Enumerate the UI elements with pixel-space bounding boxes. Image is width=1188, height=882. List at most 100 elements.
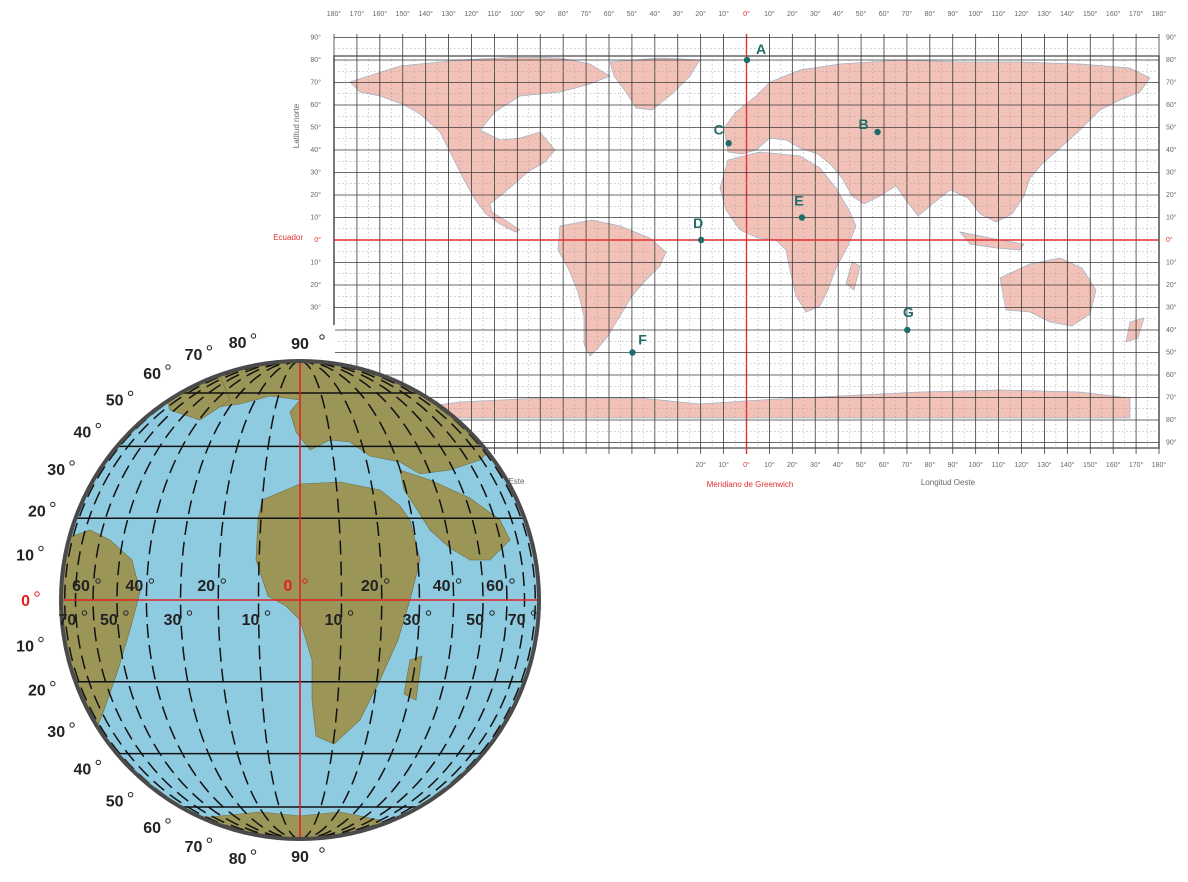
degree-symbol-icon: [220, 578, 226, 584]
left-latitude-tick: 90°: [310, 34, 321, 42]
globe-rim: [59, 359, 541, 841]
world-map: 180° 170° 160° 150° 140° 130° 120° 110° 100° 90° 8…: [273, 10, 1177, 489]
globe-longitude-label-upper: 20: [361, 578, 379, 595]
degree-symbol-icon: [206, 837, 213, 843]
left-latitude-tick: 80°: [310, 56, 321, 64]
top-longitude-tick: 20°: [695, 10, 706, 18]
bottom-longitude-tick: 10°: [764, 461, 775, 469]
top-longitude-tick: 40°: [650, 10, 661, 18]
degree-symbol-icon: [455, 578, 462, 584]
degree-symbol-icon: [95, 759, 101, 766]
top-longitude-tick: 30°: [810, 10, 821, 18]
left-latitude-tick: 50°: [310, 124, 321, 132]
right-latitude-tick: 20°: [1166, 281, 1177, 289]
degree-symbol-icon: [347, 610, 354, 616]
top-longitude-tick: 30°: [672, 10, 683, 18]
top-longitude-tick: 0°: [743, 10, 750, 18]
degree-symbol-icon: [509, 578, 515, 584]
bottom-longitude-tick: 170°: [1129, 461, 1144, 469]
south-america-land: [557, 219, 667, 357]
right-latitude-tick: 90°: [1166, 34, 1177, 42]
degree-symbol-icon: [302, 578, 308, 584]
top-longitude-tick: 50°: [627, 10, 638, 18]
bottom-longitude-tick: 60°: [879, 461, 890, 469]
left-latitude-tick: 40°: [310, 146, 321, 154]
point-f-label: F: [638, 332, 647, 348]
globe-meridian-line: [299, 361, 484, 839]
point-e-label: E: [794, 193, 803, 209]
bottom-longitude-tick: 0°: [743, 461, 750, 469]
globe-longitude-label-lower: 30: [164, 612, 182, 629]
bottom-longitude-tick: 70°: [902, 461, 913, 469]
madagascar-land: [845, 261, 861, 291]
degree-symbol-icon: [69, 722, 75, 728]
globe-meridian-line: [179, 361, 301, 839]
bottom-longitude-tick: 140°: [1060, 461, 1075, 469]
point-a-marker: [743, 56, 751, 64]
left-latitude-tick: 10°: [310, 214, 321, 222]
point-f-marker: [629, 349, 636, 356]
top-longitude-tick: 120°: [1014, 10, 1029, 18]
degree-symbol-icon: [489, 610, 495, 616]
globe-longitude-label-lower: 70: [59, 612, 77, 629]
globe-latitude-label: 0: [21, 593, 30, 610]
top-longitude-tick: 140°: [418, 10, 433, 18]
point-a-label: A: [756, 41, 766, 57]
globe-latitude-label: 60: [143, 366, 161, 383]
bottom-longitude-tick: 90°: [947, 461, 958, 469]
degree-symbol-icon: [186, 610, 193, 616]
globe-meridian-line: [116, 361, 301, 839]
right-latitude-tick: 0°: [1166, 236, 1173, 244]
antarctica-land: [399, 389, 1131, 419]
degree-symbol-icon: [127, 792, 134, 798]
degree-symbol-icon: [50, 501, 56, 508]
degree-symbol-icon: [250, 333, 257, 339]
globe-latitude-label: 30: [47, 462, 65, 479]
point-b-label: B: [858, 116, 868, 132]
degree-symbol-icon: [69, 460, 75, 466]
top-longitude-tick: 130°: [441, 10, 456, 18]
right-latitude-tick: 50°: [1166, 349, 1177, 357]
right-latitude-tick: 10°: [1166, 214, 1177, 222]
longitude-west-label: Longitud Oeste: [921, 478, 976, 487]
bottom-longitude-tick: 20°: [695, 461, 706, 469]
right-latitude-tick: 40°: [1166, 326, 1177, 334]
degree-symbol-icon: [123, 610, 129, 616]
right-latitude-tick: 80°: [1166, 416, 1177, 424]
globe-latitude-label: 70: [185, 839, 203, 856]
globe-latitude-label: 50: [106, 392, 124, 409]
globe-longitude-label-upper: 60: [486, 578, 504, 595]
globe-latitude-label: 50: [106, 794, 124, 811]
bottom-longitude-tick: 40°: [833, 461, 844, 469]
degree-symbol-icon: [127, 390, 134, 396]
left-latitude-tick: 10°: [310, 259, 321, 267]
top-longitude-tick: 180°: [327, 10, 342, 18]
globe-latitude-label: 80: [229, 335, 247, 352]
right-latitude-tick: 60°: [1166, 101, 1177, 109]
right-latitude-tick: 40°: [1166, 146, 1177, 154]
top-longitude-tick: 70°: [581, 10, 592, 18]
point-g-marker: [904, 326, 911, 334]
left-latitude-tick: 20°: [310, 281, 321, 289]
bottom-longitude-tick: 20°: [787, 461, 798, 469]
map-grid: [333, 34, 1160, 454]
top-longitude-tick: 80°: [925, 10, 936, 18]
left-latitude-tick: 0°: [314, 236, 321, 244]
top-longitude-tick: 60°: [604, 10, 615, 18]
degree-symbol-icon: [319, 334, 325, 340]
degree-symbol-icon: [95, 422, 101, 429]
degree-symbol-icon: [165, 818, 171, 824]
globe-longitude-label-lower: 50: [100, 612, 118, 629]
latitude-axis-label: Latitud norte: [292, 103, 301, 148]
top-longitude-tick: 150°: [1083, 10, 1098, 18]
right-latitude-tick: 20°: [1166, 191, 1177, 199]
globe-latitude-label: 70: [185, 347, 203, 364]
globe-latitude-label: 40: [73, 425, 91, 442]
globe-longitude-label-lower: 10: [242, 612, 260, 629]
globe-longitude-label-upper: 0: [284, 578, 293, 595]
point-c-label: C: [714, 121, 724, 137]
top-longitude-tick: 70°: [902, 10, 913, 18]
bottom-longitude-tick: 110°: [992, 461, 1006, 469]
globe-latitude-label: 20: [28, 503, 46, 520]
globe-longitude-label-upper: 40: [125, 578, 143, 595]
